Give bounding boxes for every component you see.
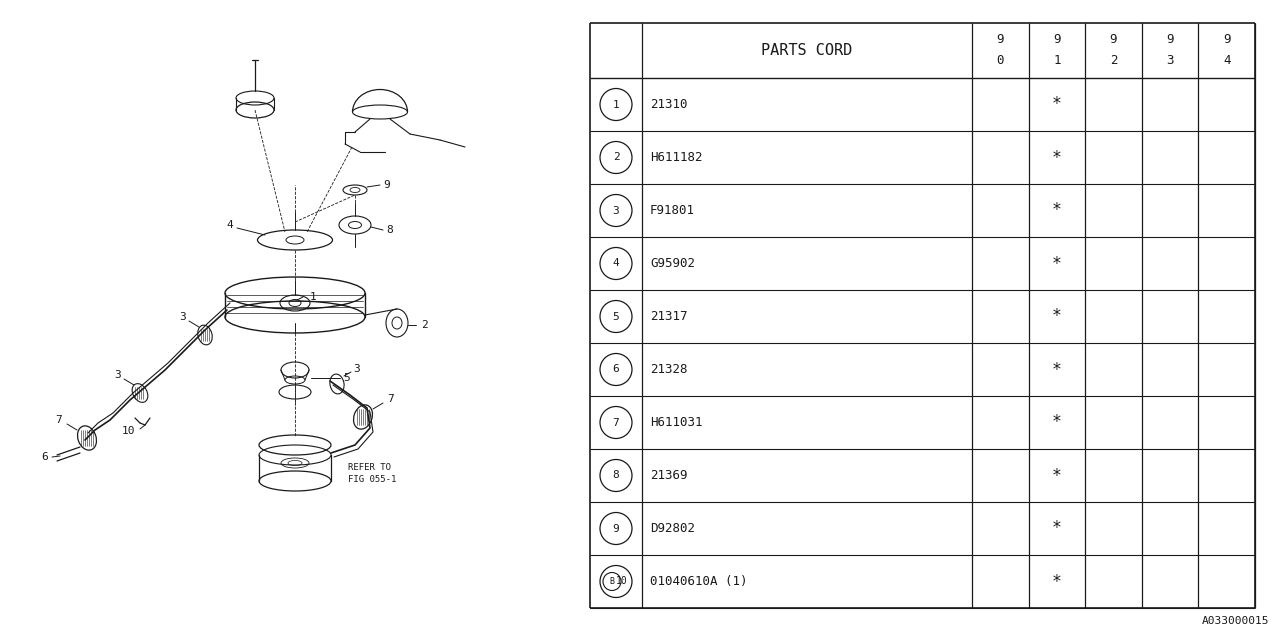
Text: 9: 9 [1166,33,1174,46]
Text: 5: 5 [613,312,620,321]
Text: 8: 8 [387,225,393,235]
Text: 9: 9 [1222,33,1230,46]
Text: 2: 2 [421,320,429,330]
Text: *: * [1052,95,1062,113]
Text: 4: 4 [613,259,620,269]
Text: 0: 0 [997,54,1004,67]
Text: 1: 1 [1053,54,1061,67]
Text: *: * [1052,413,1062,431]
Text: G95902: G95902 [650,257,695,270]
Text: A033000015: A033000015 [1202,616,1270,626]
Text: 3: 3 [353,364,361,374]
Text: 10: 10 [122,426,134,436]
Text: 2: 2 [613,152,620,163]
Text: 1: 1 [613,99,620,109]
Text: 3: 3 [115,370,122,380]
Text: *: * [1052,467,1062,484]
Text: REFER TO: REFER TO [348,463,390,472]
Text: 9: 9 [384,180,390,190]
Text: H611182: H611182 [650,151,703,164]
Text: 21317: 21317 [650,310,687,323]
Text: 21310: 21310 [650,98,687,111]
Text: F91801: F91801 [650,204,695,217]
Text: 8: 8 [613,470,620,481]
Text: B: B [609,577,614,586]
Text: 10: 10 [616,577,628,586]
Text: 3: 3 [179,312,187,322]
Text: 9: 9 [997,33,1004,46]
Text: 4: 4 [227,220,233,230]
Text: 21328: 21328 [650,363,687,376]
Text: *: * [1052,307,1062,326]
Text: 6: 6 [42,452,49,462]
Text: H611031: H611031 [650,416,703,429]
Text: *: * [1052,255,1062,273]
Text: 3: 3 [613,205,620,216]
Text: 9: 9 [1053,33,1061,46]
Text: 3: 3 [1166,54,1174,67]
Text: 6: 6 [613,365,620,374]
Text: *: * [1052,573,1062,591]
Text: *: * [1052,148,1062,166]
Text: 9: 9 [1110,33,1117,46]
Text: D92802: D92802 [650,522,695,535]
Text: 7: 7 [388,394,394,404]
Text: 5: 5 [343,373,351,383]
Text: 7: 7 [613,417,620,428]
Text: *: * [1052,202,1062,220]
Text: 01040610A (1): 01040610A (1) [650,575,748,588]
Text: *: * [1052,360,1062,378]
Text: 21369: 21369 [650,469,687,482]
Text: 2: 2 [1110,54,1117,67]
Text: FIG 055-1: FIG 055-1 [348,474,397,483]
Text: PARTS CORD: PARTS CORD [762,43,852,58]
Text: *: * [1052,520,1062,538]
Text: 7: 7 [55,415,63,425]
Text: 9: 9 [613,524,620,534]
Text: 4: 4 [1222,54,1230,67]
Text: 1: 1 [310,292,316,302]
